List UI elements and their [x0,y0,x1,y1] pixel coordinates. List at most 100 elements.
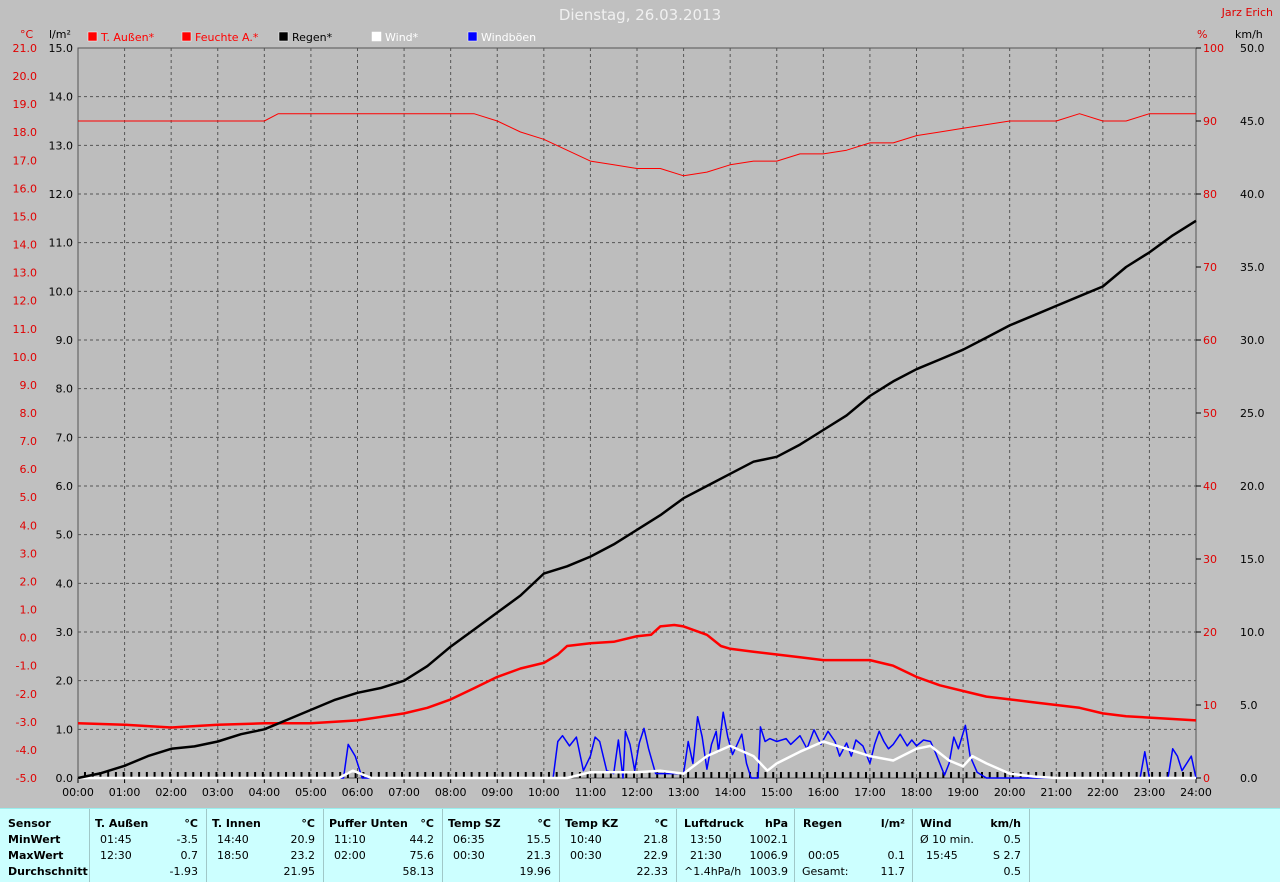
rain-event-mark [370,772,373,778]
rain-event-mark [1158,772,1161,778]
rain-event-mark [1174,772,1177,778]
stat-title: Luftdruck [684,817,744,830]
rain-event-mark [447,772,450,778]
rain-event-mark [1120,772,1123,778]
temp-tick-label: -2.0 [16,688,37,701]
stat-min-time: 01:45 [100,833,132,846]
rain-event-mark [192,772,195,778]
rain-event-mark [493,772,496,778]
temp-tick-label: 15.0 [13,210,38,223]
temp-tick-label: 10.0 [13,351,38,364]
author-label: Jarz Erich [1221,6,1273,19]
time-tick-label: 20:00 [994,786,1026,799]
stat-unit: °C [654,817,668,830]
rain-event-mark [215,772,218,778]
stat-unit: °C [537,817,551,830]
stat-max-value: 22.9 [643,849,669,862]
rain-event-mark [625,772,628,778]
time-tick-label: 23:00 [1134,786,1166,799]
stat-title: Temp SZ [448,817,501,830]
rain-unit-label: l/m² [49,28,71,41]
legend-label: Wind* [385,31,419,44]
time-tick-label: 24:00 [1180,786,1212,799]
rain-event-mark [872,772,875,778]
stat-max-time: 00:30 [570,849,602,862]
rain-event-mark [408,772,411,778]
time-tick-label: 15:00 [761,786,793,799]
rain-event-mark [841,772,844,778]
wind-tick-label: 40.0 [1240,188,1265,201]
temp-tick-label: 3.0 [20,547,38,560]
rain-event-mark [439,772,442,778]
stats-regen: Regen l/m² 00:05 0.1 Gesamt: 11.7 [795,809,913,882]
series-line-windböen [78,711,1197,779]
wind-tick-label: 45.0 [1240,115,1265,128]
legend: T. Außen* Feuchte A.* Regen* Wind* Windböen [87,31,536,44]
rain-event-mark [663,772,666,778]
time-tick-label: 07:00 [388,786,420,799]
rain-event-mark [694,772,697,778]
stats-avg-label: Durchschnitt [8,865,88,878]
rain-tick-label: 15.0 [49,42,74,55]
legend-label: T. Außen* [100,31,155,44]
stat-avg-value: 21.95 [283,865,316,878]
rain-event-mark [826,772,829,778]
rain-event-mark [1004,772,1007,778]
stat-min-value: 20.9 [290,833,316,846]
legend-label: Windböen [481,31,536,44]
rain-event-mark [138,772,141,778]
wind-unit-label: km/h [1235,28,1263,41]
series-line-wind [78,740,1196,780]
rain-event-mark [1182,772,1185,778]
rain-event-mark [795,772,798,778]
stat-min-value: 15.5 [526,833,552,846]
rain-event-mark [517,772,520,778]
rain-event-mark [145,772,148,778]
rain-event-mark [787,772,790,778]
temp-tick-label: 17.0 [13,154,38,167]
rain-event-mark [161,772,164,778]
rain-event-mark [656,772,659,778]
temp-tick-label: 4.0 [20,519,38,532]
stat-title: T. Innen [212,817,261,830]
rain-event-mark [555,772,558,778]
rain-tick-label: 14.0 [49,91,74,104]
legend-swatch [371,31,382,42]
stat-unit: hPa [764,817,788,830]
rain-event-mark [424,772,427,778]
rain-event-mark [1112,772,1115,778]
rain-event-mark [385,772,388,778]
stat-max-value: 0.1 [887,849,906,862]
temp-tick-label: 1.0 [20,604,38,617]
rain-tick-label: 12.0 [49,188,74,201]
rain-event-mark [865,772,868,778]
rain-event-mark [130,772,133,778]
rain-event-mark [300,772,303,778]
stat-min-time: Ø 10 min. [920,833,974,846]
rain-event-mark [818,772,821,778]
rain-event-mark [122,772,125,778]
rain-event-mark [176,772,179,778]
humidity-tick-label: 20 [1203,626,1217,639]
stat-avg-value: 22.33 [636,865,669,878]
rain-event-mark [725,772,728,778]
rain-event-mark [888,772,891,778]
stat-title: Puffer Unten [329,817,408,830]
stats-t-innen: T. Innen °C 14:40 20.9 18:50 23.2 21.95 [207,809,324,882]
wind-tick-label: 30.0 [1240,334,1265,347]
stat-min-time: 13:50 [690,833,722,846]
time-tick-label: 00:00 [62,786,94,799]
wind-tick-label: 35.0 [1240,261,1265,274]
temp-tick-label: 9.0 [20,379,38,392]
stat-max-value: 1006.9 [749,849,789,862]
grid [78,48,1196,778]
rain-event-mark [849,772,852,778]
rain-event-mark [462,772,465,778]
rain-event-mark [1104,772,1107,778]
stat-max-time: 18:50 [217,849,249,862]
rain-event-mark [571,772,574,778]
time-tick-label: 19:00 [947,786,979,799]
rain-event-mark [772,772,775,778]
rain-event-mark [1066,772,1069,778]
stat-max-value: 23.2 [290,849,316,862]
